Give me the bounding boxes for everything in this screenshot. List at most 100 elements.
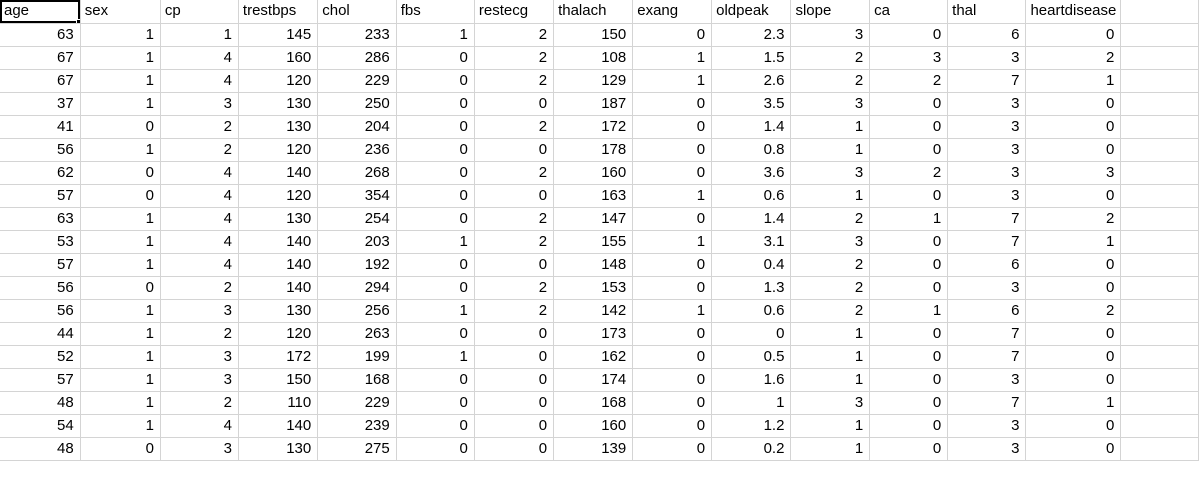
cell-heartdisease[interactable]: 2	[1025, 299, 1122, 323]
cell-age[interactable]: 57	[0, 253, 81, 277]
cell-oldpeak[interactable]: 0.8	[711, 138, 792, 162]
cell-thalach[interactable]: 187	[553, 92, 634, 116]
cell-sex[interactable]: 0	[80, 276, 161, 300]
cell-thalach[interactable]: 178	[553, 138, 634, 162]
cell-cp[interactable]: 4	[160, 46, 239, 70]
cell-oldpeak[interactable]: 0.6	[711, 184, 792, 208]
cell-age[interactable]: 63	[0, 207, 81, 231]
cell-fbs[interactable]: 0	[396, 115, 475, 139]
cell-age[interactable]: 52	[0, 345, 81, 369]
cell-sex[interactable]: 1	[80, 299, 161, 323]
cell-slope[interactable]: 2	[790, 207, 871, 231]
cell-ca[interactable]: 0	[869, 253, 949, 277]
header-cell-thalach[interactable]: thalach	[553, 0, 634, 24]
empty-cell[interactable]	[1120, 414, 1199, 438]
cell-fbs[interactable]: 0	[396, 138, 475, 162]
cell-restecg[interactable]: 2	[474, 276, 555, 300]
cell-ca[interactable]: 0	[869, 184, 949, 208]
cell-age[interactable]: 67	[0, 69, 81, 93]
cell-cp[interactable]: 3	[160, 437, 239, 461]
cell-fbs[interactable]: 0	[396, 414, 475, 438]
cell-age[interactable]: 48	[0, 437, 81, 461]
cell-slope[interactable]: 1	[790, 368, 871, 392]
cell-slope[interactable]: 2	[790, 69, 871, 93]
cell-fbs[interactable]: 0	[396, 46, 475, 70]
cell-slope[interactable]: 1	[790, 115, 871, 139]
empty-cell[interactable]	[1120, 276, 1199, 300]
cell-thalach[interactable]: 162	[553, 345, 634, 369]
cell-age[interactable]: 56	[0, 299, 81, 323]
cell-oldpeak[interactable]: 2.6	[711, 69, 792, 93]
cell-ca[interactable]: 0	[869, 92, 949, 116]
empty-cell[interactable]	[1120, 92, 1199, 116]
cell-cp[interactable]: 3	[160, 345, 239, 369]
cell-fbs[interactable]: 0	[396, 161, 475, 185]
header-cell-chol[interactable]: chol	[317, 0, 397, 24]
cell-oldpeak[interactable]: 2.3	[711, 23, 792, 47]
cell-restecg[interactable]: 2	[474, 230, 555, 254]
cell-thalach[interactable]: 163	[553, 184, 634, 208]
cell-exang[interactable]: 0	[632, 161, 713, 185]
cell-slope[interactable]: 2	[790, 276, 871, 300]
cell-cp[interactable]: 4	[160, 69, 239, 93]
cell-fbs[interactable]: 0	[396, 322, 475, 346]
cell-restecg[interactable]: 0	[474, 345, 555, 369]
cell-cp[interactable]: 4	[160, 207, 239, 231]
cell-thal[interactable]: 6	[947, 23, 1027, 47]
cell-fbs[interactable]: 1	[396, 345, 475, 369]
empty-cell[interactable]	[1120, 184, 1199, 208]
cell-slope[interactable]: 3	[790, 161, 871, 185]
empty-cell[interactable]	[1120, 299, 1199, 323]
cell-slope[interactable]: 3	[790, 23, 871, 47]
cell-age[interactable]: 57	[0, 184, 81, 208]
cell-restecg[interactable]: 2	[474, 69, 555, 93]
cell-ca[interactable]: 1	[869, 207, 949, 231]
cell-thal[interactable]: 3	[947, 414, 1027, 438]
cell-cp[interactable]: 4	[160, 230, 239, 254]
cell-ca[interactable]: 0	[869, 115, 949, 139]
cell-exang[interactable]: 1	[632, 46, 713, 70]
cell-fbs[interactable]: 1	[396, 299, 475, 323]
cell-cp[interactable]: 2	[160, 391, 239, 415]
cell-trestbps[interactable]: 140	[238, 161, 319, 185]
cell-slope[interactable]: 2	[790, 46, 871, 70]
cell-thalach[interactable]: 139	[553, 437, 634, 461]
cell-thal[interactable]: 7	[947, 391, 1027, 415]
cell-cp[interactable]: 3	[160, 368, 239, 392]
cell-restecg[interactable]: 2	[474, 299, 555, 323]
cell-slope[interactable]: 3	[790, 391, 871, 415]
cell-heartdisease[interactable]: 0	[1025, 92, 1122, 116]
cell-oldpeak[interactable]: 1.4	[711, 207, 792, 231]
cell-exang[interactable]: 0	[632, 322, 713, 346]
header-cell-sex[interactable]: sex	[80, 0, 161, 24]
empty-cell[interactable]	[1120, 345, 1199, 369]
cell-sex[interactable]: 1	[80, 368, 161, 392]
cell-thal[interactable]: 7	[947, 230, 1027, 254]
empty-cell[interactable]	[1120, 368, 1199, 392]
cell-heartdisease[interactable]: 0	[1025, 138, 1122, 162]
cell-fbs[interactable]: 0	[396, 184, 475, 208]
cell-age[interactable]: 57	[0, 368, 81, 392]
cell-ca[interactable]: 1	[869, 299, 949, 323]
cell-chol[interactable]: 254	[317, 207, 397, 231]
empty-cell[interactable]	[1120, 437, 1199, 461]
cell-thalach[interactable]: 108	[553, 46, 634, 70]
cell-restecg[interactable]: 2	[474, 207, 555, 231]
cell-heartdisease[interactable]: 0	[1025, 368, 1122, 392]
cell-sex[interactable]: 1	[80, 69, 161, 93]
cell-exang[interactable]: 0	[632, 414, 713, 438]
cell-restecg[interactable]: 2	[474, 161, 555, 185]
cell-chol[interactable]: 286	[317, 46, 397, 70]
header-cell-oldpeak[interactable]: oldpeak	[711, 0, 792, 24]
cell-heartdisease[interactable]: 0	[1025, 345, 1122, 369]
cell-sex[interactable]: 0	[80, 184, 161, 208]
cell-heartdisease[interactable]: 0	[1025, 322, 1122, 346]
cell-thal[interactable]: 7	[947, 207, 1027, 231]
header-cell-trestbps[interactable]: trestbps	[238, 0, 319, 24]
cell-fbs[interactable]: 0	[396, 276, 475, 300]
empty-cell[interactable]	[1120, 23, 1199, 47]
cell-heartdisease[interactable]: 1	[1025, 391, 1122, 415]
cell-thalach[interactable]: 168	[553, 391, 634, 415]
cell-ca[interactable]: 2	[869, 69, 949, 93]
cell-age[interactable]: 56	[0, 138, 81, 162]
